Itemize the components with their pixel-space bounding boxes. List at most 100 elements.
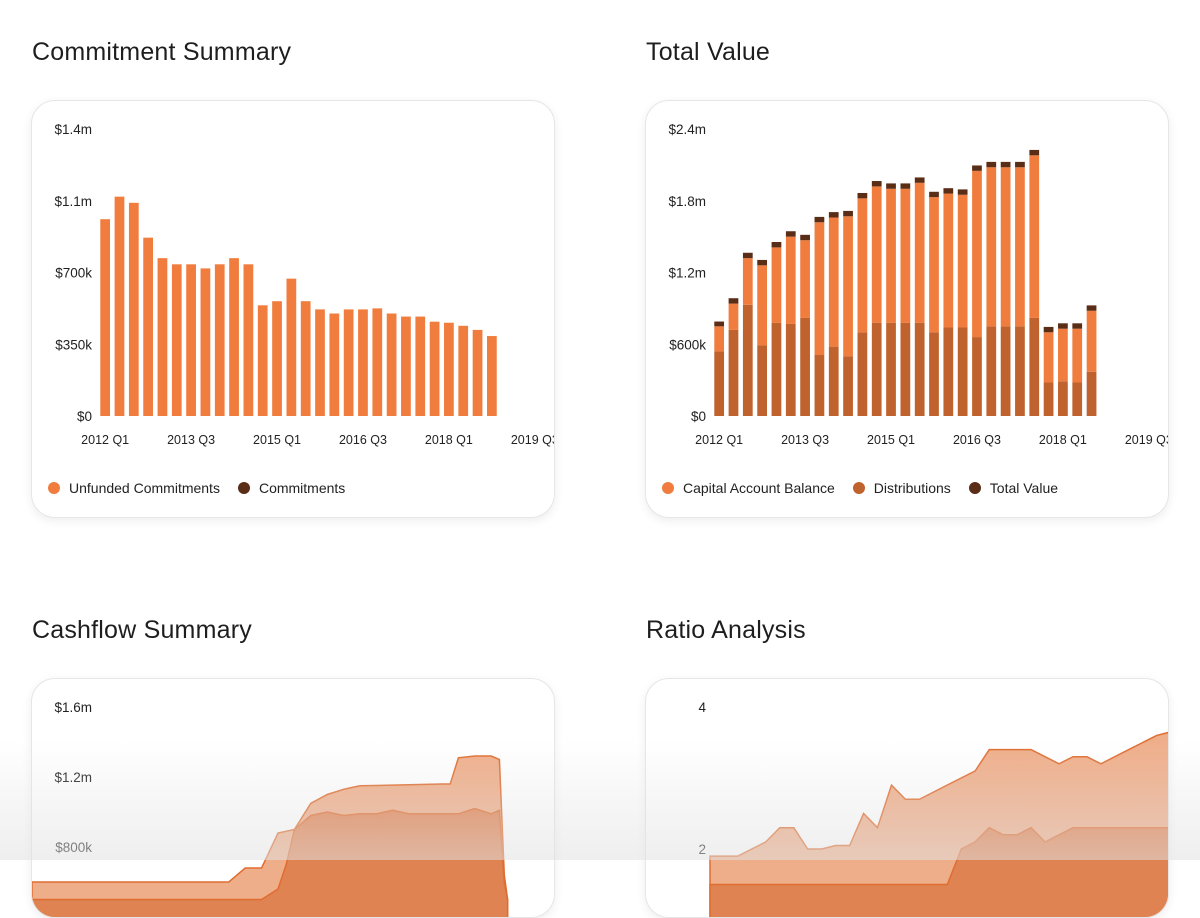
legend-dot-commitments <box>238 482 250 494</box>
bar-unfunded-commitments-2017-q3 <box>415 317 425 416</box>
bar-total-value-2015-q3 <box>915 177 925 182</box>
y-tick-label: 2 <box>698 842 706 857</box>
ratio-analysis-title: Ratio Analysis <box>646 616 806 645</box>
y-tick-label: $2.4m <box>668 122 706 137</box>
bar-distributions-2012-q2 <box>729 330 739 416</box>
bar-total-value-2017-q2 <box>1015 162 1025 167</box>
bar-distributions-2017-q3 <box>1029 318 1039 416</box>
legend-item-distributions[interactable]: Distributions <box>853 480 951 496</box>
x-tick-label: 2015 Q1 <box>253 433 301 447</box>
bar-total-value-2013-q4 <box>815 217 825 222</box>
bar-unfunded-commitments-2015-q3 <box>301 301 311 416</box>
bar-unfunded-commitments-2016-q1 <box>329 314 339 417</box>
bar-total-value-2013-q3 <box>800 235 810 240</box>
bar-unfunded-commitments-2013-q3 <box>186 264 196 416</box>
x-tick-label: 2012 Q1 <box>81 433 129 447</box>
y-tick-label: $1.1m <box>54 194 92 209</box>
bar-distributions-2018-q3 <box>1087 372 1097 416</box>
bar-distributions-2016-q2 <box>958 328 968 416</box>
y-tick-label: $0 <box>77 409 92 424</box>
bar-total-value-2015-q4 <box>929 192 939 197</box>
legend-item-total-value[interactable]: Total Value <box>969 480 1058 496</box>
bar-total-value-2012-q2 <box>729 298 739 303</box>
bar-total-value-2012-q3 <box>743 253 753 258</box>
bar-capital-account-balance-2017-q3 <box>1029 155 1039 318</box>
bar-unfunded-commitments-2017-q4 <box>430 322 440 416</box>
bar-total-value-2013-q1 <box>772 242 782 247</box>
bar-capital-account-balance-2015-q2 <box>900 189 910 323</box>
x-tick-label: 2019 Q3 <box>511 433 555 447</box>
bar-unfunded-commitments-2017-q2 <box>401 317 411 416</box>
bar-capital-account-balance-2012-q3 <box>743 258 753 305</box>
total-value-title: Total Value <box>646 38 770 67</box>
bar-distributions-2012-q4 <box>757 345 767 416</box>
bar-capital-account-balance-2018-q1 <box>1058 329 1068 382</box>
bar-unfunded-commitments-2015-q2 <box>286 279 296 416</box>
bar-capital-account-balance-2015-q4 <box>929 197 939 332</box>
x-tick-label: 2012 Q1 <box>695 433 743 447</box>
total-value-legend: Capital Account Balance Distributions To… <box>662 480 1058 496</box>
bar-total-value-2018-q2 <box>1072 323 1082 328</box>
bar-unfunded-commitments-2012-q4 <box>143 238 153 416</box>
bar-capital-account-balance-2016-q4 <box>986 167 996 326</box>
legend-label-distributions: Distributions <box>874 480 951 496</box>
legend-item-commitments[interactable]: Commitments <box>238 480 345 496</box>
y-tick-label: $0 <box>691 409 706 424</box>
bar-total-value-2017-q3 <box>1029 150 1039 155</box>
bar-capital-account-balance-2013-q4 <box>815 222 825 355</box>
x-tick-label: 2018 Q1 <box>425 433 473 447</box>
x-tick-label: 2016 Q3 <box>339 433 387 447</box>
bar-total-value-2018-q1 <box>1058 323 1068 328</box>
y-tick-label: $600k <box>669 337 706 352</box>
bar-total-value-2015-q1 <box>886 183 896 188</box>
bar-unfunded-commitments-2012-q3 <box>129 203 139 416</box>
bar-capital-account-balance-2017-q1 <box>1001 167 1011 326</box>
legend-dot-distributions <box>853 482 865 494</box>
bar-capital-account-balance-2017-q4 <box>1044 332 1054 382</box>
legend-dot-unfunded <box>48 482 60 494</box>
bar-distributions-2015-q4 <box>929 332 939 416</box>
bar-distributions-2014-q1 <box>829 347 839 416</box>
bar-total-value-2014-q1 <box>829 212 839 217</box>
bar-distributions-2016-q4 <box>986 326 996 416</box>
bar-distributions-2012-q1 <box>714 351 724 416</box>
bar-capital-account-balance-2013-q1 <box>772 247 782 322</box>
x-tick-label: 2018 Q1 <box>1039 433 1087 447</box>
bar-distributions-2014-q4 <box>872 323 882 416</box>
bar-unfunded-commitments-2016-q3 <box>358 309 368 416</box>
bar-distributions-2017-q1 <box>1001 326 1011 416</box>
bar-distributions-2014-q3 <box>858 332 868 416</box>
bar-capital-account-balance-2013-q2 <box>786 237 796 324</box>
y-tick-label: $1.2m <box>54 770 92 785</box>
bar-unfunded-commitments-2015-q1 <box>272 301 282 416</box>
bar-total-value-2017-q1 <box>1001 162 1011 167</box>
legend-dot-total-value <box>969 482 981 494</box>
bar-capital-account-balance-2018-q3 <box>1087 311 1097 372</box>
bar-unfunded-commitments-2012-q2 <box>115 197 125 416</box>
x-tick-label: 2013 Q3 <box>167 433 215 447</box>
legend-item-unfunded-commitments[interactable]: Unfunded Commitments <box>48 480 220 496</box>
y-tick-label: $1.8m <box>668 194 706 209</box>
x-tick-label: 2019 Q3 <box>1125 433 1169 447</box>
bar-total-value-2016-q3 <box>972 165 982 170</box>
bar-capital-account-balance-2014-q3 <box>858 198 868 332</box>
bar-capital-account-balance-2016-q3 <box>972 171 982 337</box>
bar-unfunded-commitments-2018-q4 <box>487 336 497 416</box>
bar-unfunded-commitments-2017-q1 <box>387 314 397 417</box>
bar-unfunded-commitments-2014-q1 <box>215 264 225 416</box>
bar-total-value-2015-q2 <box>900 183 910 188</box>
legend-item-capital-account-balance[interactable]: Capital Account Balance <box>662 480 835 496</box>
bar-unfunded-commitments-2018-q3 <box>473 330 483 416</box>
bar-unfunded-commitments-2014-q2 <box>229 258 239 416</box>
legend-dot-capital <box>662 482 674 494</box>
legend-label-total-value: Total Value <box>990 480 1058 496</box>
bar-distributions-2015-q3 <box>915 323 925 416</box>
ratio-analysis-chart: 42 <box>646 679 1169 918</box>
bar-total-value-2012-q4 <box>757 260 767 265</box>
bar-unfunded-commitments-2018-q1 <box>444 323 454 416</box>
y-tick-label: $800k <box>55 840 92 855</box>
bar-capital-account-balance-2016-q1 <box>943 194 953 328</box>
bar-total-value-2014-q2 <box>843 211 853 216</box>
